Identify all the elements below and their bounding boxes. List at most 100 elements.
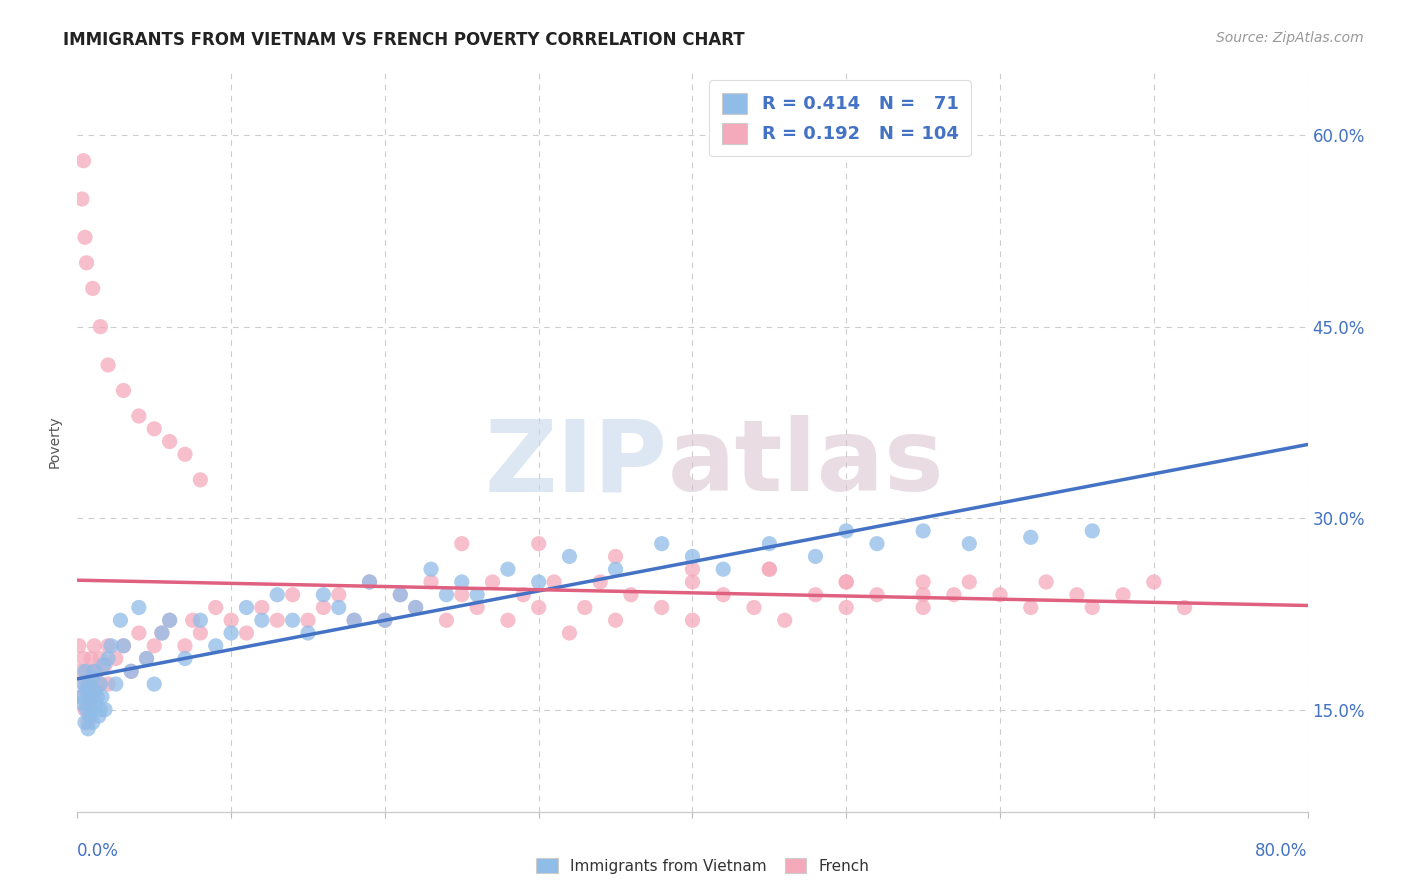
Point [174, 639, 197, 653]
Point [120, 665, 142, 679]
Point [804, 549, 827, 564]
Point [70, 690, 93, 704]
Point [188, 613, 212, 627]
Point [135, 651, 157, 665]
Point [1019, 600, 1042, 615]
Point [527, 536, 550, 550]
Point [150, 626, 173, 640]
Point [82, 665, 104, 679]
Point [711, 588, 734, 602]
Point [235, 626, 257, 640]
Point [589, 574, 612, 589]
Point [159, 434, 181, 449]
Point [80, 703, 103, 717]
Point [94, 657, 117, 672]
Point [957, 536, 980, 550]
Point [758, 536, 780, 550]
Point [76, 703, 98, 717]
Point [83, 639, 105, 653]
Point [250, 613, 273, 627]
Point [620, 588, 643, 602]
Point [93, 657, 115, 672]
Point [912, 524, 935, 538]
Point [174, 447, 197, 461]
Point [942, 588, 965, 602]
Point [110, 613, 132, 627]
Text: 0.0%: 0.0% [77, 842, 120, 860]
Point [83, 665, 105, 679]
Point [69, 665, 91, 679]
Point [1066, 588, 1088, 602]
Point [835, 600, 858, 615]
Point [1081, 524, 1104, 538]
Point [835, 574, 858, 589]
Point [711, 562, 734, 576]
Point [436, 588, 458, 602]
Point [374, 613, 396, 627]
Point [89, 319, 111, 334]
Point [281, 588, 304, 602]
Point [159, 613, 181, 627]
Point [174, 651, 197, 665]
Point [73, 715, 96, 730]
Point [67, 639, 90, 653]
Point [77, 715, 100, 730]
Point [120, 665, 142, 679]
Point [73, 665, 96, 679]
Point [204, 600, 226, 615]
Point [605, 549, 627, 564]
Point [481, 574, 503, 589]
Point [83, 683, 105, 698]
Point [682, 549, 704, 564]
Point [266, 613, 288, 627]
Point [682, 562, 704, 576]
Text: ZIP: ZIP [485, 416, 668, 512]
Point [465, 600, 488, 615]
Point [79, 696, 101, 710]
Point [297, 613, 319, 627]
Point [104, 651, 127, 665]
Point [73, 703, 96, 717]
Point [72, 651, 94, 665]
Point [204, 639, 226, 653]
Point [77, 722, 100, 736]
Point [651, 536, 673, 550]
Point [84, 683, 107, 698]
Point [135, 651, 157, 665]
Point [1035, 574, 1057, 589]
Point [219, 626, 242, 640]
Point [188, 626, 212, 640]
Point [100, 639, 122, 653]
Point [773, 613, 796, 627]
Point [957, 574, 980, 589]
Point [80, 651, 103, 665]
Point [605, 613, 627, 627]
Point [912, 588, 935, 602]
Point [450, 574, 472, 589]
Point [574, 600, 596, 615]
Legend: R = 0.414   N =   71, R = 0.192   N = 104: R = 0.414 N = 71, R = 0.192 N = 104 [709, 80, 972, 156]
Point [79, 690, 101, 704]
Point [80, 690, 103, 704]
Point [188, 473, 212, 487]
Point [312, 600, 335, 615]
Point [450, 588, 472, 602]
Point [527, 600, 550, 615]
Point [94, 703, 117, 717]
Point [128, 409, 150, 423]
Point [143, 639, 166, 653]
Point [405, 600, 427, 615]
Point [527, 574, 550, 589]
Point [143, 422, 166, 436]
Point [82, 671, 104, 685]
Point [682, 613, 704, 627]
Point [389, 588, 412, 602]
Point [1081, 600, 1104, 615]
Point [866, 536, 889, 550]
Point [128, 626, 150, 640]
Point [420, 574, 443, 589]
Text: atlas: atlas [668, 416, 945, 512]
Point [76, 665, 98, 679]
Point [112, 639, 135, 653]
Point [1019, 530, 1042, 544]
